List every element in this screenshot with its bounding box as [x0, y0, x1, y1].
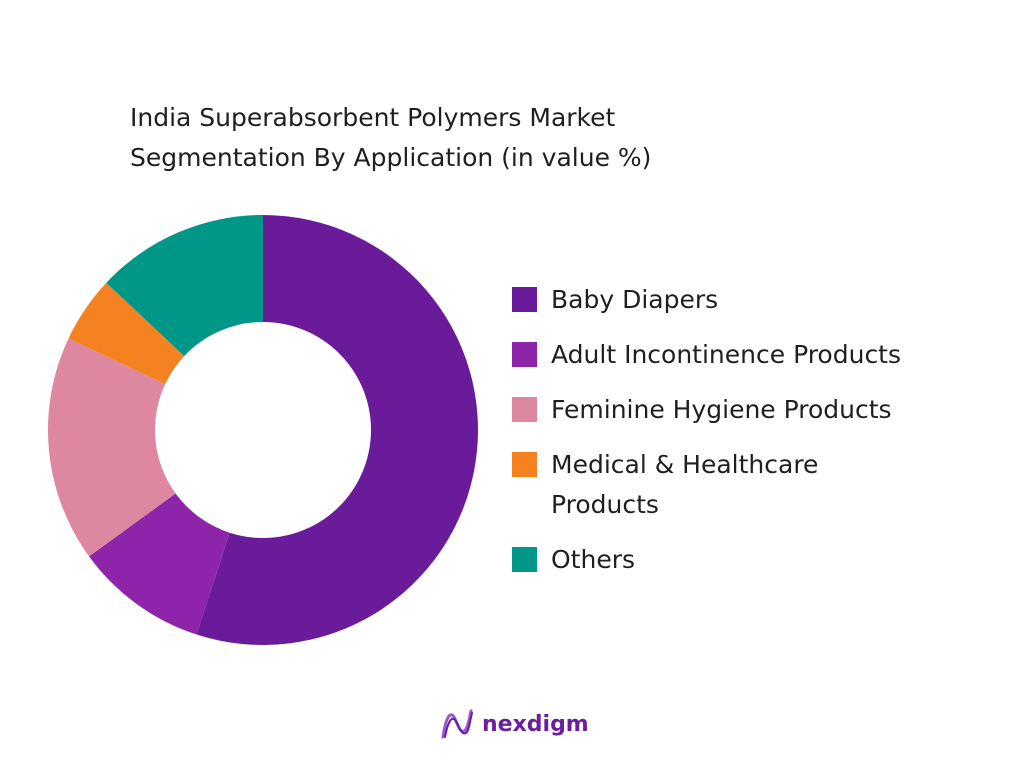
legend-swatch — [512, 287, 537, 312]
legend-label: Feminine Hygiene Products — [551, 390, 991, 430]
legend-swatch — [512, 342, 537, 367]
legend-swatch — [512, 397, 537, 422]
legend-label: Medical & Healthcare Products — [551, 445, 991, 525]
chart-title-line-2: Segmentation By Application (in value %) — [130, 143, 652, 172]
legend-item-feminine-hygiene-products: Feminine Hygiene Products — [512, 390, 991, 430]
legend-label: Others — [551, 540, 991, 580]
donut-slice-feminine-hygiene-products — [48, 338, 176, 557]
legend-label-line: Feminine Hygiene Products — [551, 395, 892, 424]
legend-item-baby-diapers: Baby Diapers — [512, 280, 991, 320]
legend-swatch — [512, 547, 537, 572]
chart-title: India Superabsorbent Polymers Market Seg… — [130, 98, 770, 178]
donut-slice-adult-incontinence-products — [89, 493, 230, 635]
donut-slice-others — [106, 215, 263, 357]
donut-slice-baby-diapers — [196, 215, 479, 645]
nexdigm-logo-icon — [441, 709, 473, 739]
legend-label-line: Baby Diapers — [551, 285, 719, 314]
legend-item-adult-incontinence-products: Adult Incontinence Products — [512, 335, 991, 375]
legend-label-line: Medical & Healthcare — [551, 450, 819, 479]
nexdigm-logo-text: nexdigm — [482, 711, 589, 737]
chart-title-line-1: India Superabsorbent Polymers Market — [130, 103, 616, 132]
legend-item-medical-healthcare-products: Medical & Healthcare Products — [512, 445, 991, 525]
legend-item-others: Others — [512, 540, 991, 580]
legend-label-line: Products — [551, 490, 659, 519]
legend-swatch — [512, 452, 537, 477]
legend-label: Baby Diapers — [551, 280, 991, 320]
donut-chart — [48, 215, 479, 645]
legend-label-line: Adult Incontinence Products — [551, 340, 902, 369]
nexdigm-logo: nexdigm — [440, 704, 589, 744]
donut-slice-medical-healthcare-products — [68, 282, 185, 385]
legend-label-line: Others — [551, 545, 636, 574]
legend-label: Adult Incontinence Products — [551, 335, 991, 375]
